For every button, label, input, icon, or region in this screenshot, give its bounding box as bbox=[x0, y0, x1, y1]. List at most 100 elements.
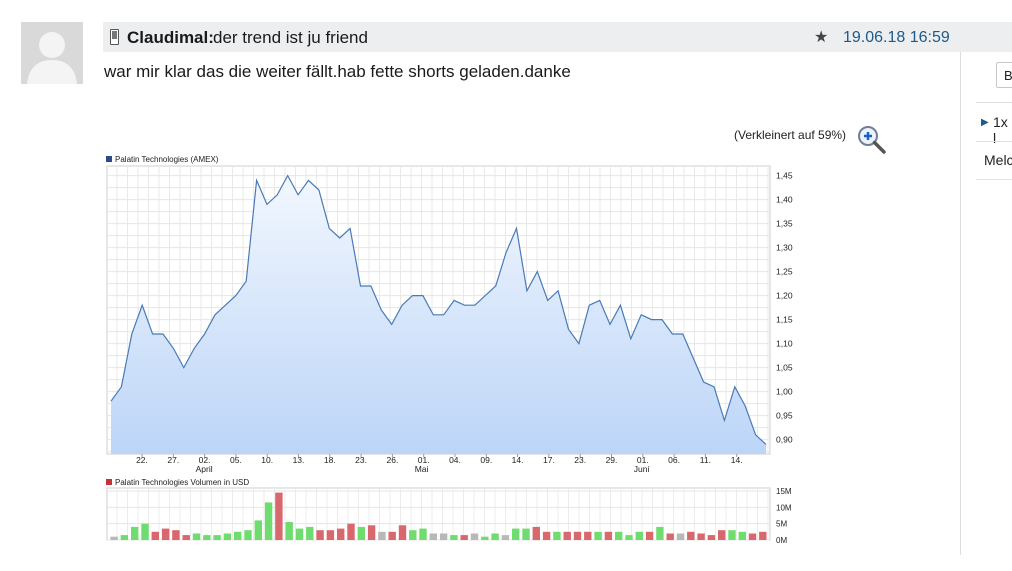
price-x-tick-label: 05. bbox=[230, 455, 242, 465]
price-x-tick-label: 22. bbox=[136, 455, 148, 465]
caret-right-icon: ▶ bbox=[981, 117, 989, 128]
price-y-tick-label: 1,30 bbox=[776, 243, 793, 253]
post-subject: der trend ist ju friend bbox=[213, 28, 368, 47]
volume-bar bbox=[656, 526, 664, 540]
volume-bar bbox=[213, 535, 221, 540]
price-x-tick-label: 02. bbox=[199, 455, 211, 465]
volume-bar bbox=[120, 535, 129, 540]
volume-bar bbox=[635, 531, 643, 540]
volume-bar bbox=[625, 535, 633, 540]
volume-bar bbox=[697, 533, 705, 540]
volume-bar bbox=[347, 523, 355, 540]
volume-bar bbox=[687, 531, 695, 540]
volume-bar bbox=[532, 526, 540, 540]
price-x-month-label: Juni bbox=[634, 464, 650, 474]
price-x-tick-label: 29. bbox=[606, 455, 618, 465]
price-x-tick-label: 23. bbox=[574, 455, 586, 465]
volume-bar bbox=[748, 533, 757, 540]
volume-bar bbox=[481, 536, 489, 540]
volume-legend-swatch bbox=[106, 479, 112, 485]
price-y-tick-label: 0,90 bbox=[776, 435, 793, 445]
volume-bar bbox=[542, 531, 551, 540]
post-header: Claudimal: der trend ist ju friend ★ 19.… bbox=[103, 22, 1012, 52]
price-x-tick-label: 01. bbox=[418, 455, 430, 465]
volume-bar bbox=[295, 528, 304, 540]
volume-bar bbox=[367, 525, 376, 540]
volume-bar bbox=[553, 531, 561, 540]
volume-bar bbox=[584, 531, 592, 540]
volume-bar bbox=[192, 533, 201, 540]
price-x-tick-label: 13. bbox=[293, 455, 305, 465]
volume-bar bbox=[264, 502, 273, 540]
volume-plot-area bbox=[106, 487, 771, 541]
volume-bar bbox=[285, 522, 293, 540]
price-x-tick-label: 10. bbox=[261, 455, 273, 465]
price-x-tick-label: 27. bbox=[167, 455, 179, 465]
price-x-tick-label: 23. bbox=[355, 455, 367, 465]
price-y-tick-label: 1,00 bbox=[776, 387, 793, 397]
post-body: war mir klar das die weiter fällt.hab fe… bbox=[104, 62, 571, 81]
sidebar-rule bbox=[976, 179, 1012, 180]
volume-legend-label: Palatin Technologies Volumen in USD bbox=[115, 478, 249, 487]
price-x-tick-label: 04. bbox=[449, 455, 461, 465]
price-line bbox=[110, 174, 767, 445]
volume-bar bbox=[501, 535, 510, 540]
volume-bar bbox=[728, 530, 736, 540]
volume-bar bbox=[234, 531, 242, 540]
scale-note: (Verkleinert auf 59%) bbox=[734, 128, 847, 142]
zoom-in-icon[interactable] bbox=[856, 124, 886, 154]
price-y-tick-label: 1,45 bbox=[776, 171, 793, 181]
star-icon[interactable]: ★ bbox=[814, 29, 829, 46]
volume-bar bbox=[645, 531, 654, 540]
volume-bar bbox=[573, 531, 582, 540]
volume-bar bbox=[203, 535, 211, 540]
avatar[interactable] bbox=[21, 22, 83, 84]
price-y-tick-label: 1,25 bbox=[776, 267, 793, 277]
volume-bar bbox=[131, 526, 139, 540]
volume-bar bbox=[326, 530, 335, 540]
price-x-tick-label: 18. bbox=[324, 455, 336, 465]
volume-y-tick-label: 0M bbox=[776, 536, 787, 545]
volume-bar bbox=[182, 535, 190, 540]
price-x-tick-label: 01. bbox=[637, 455, 649, 465]
price-x-tick-label: 14. bbox=[731, 455, 743, 465]
post-timestamp[interactable]: 19.06.18 16:59 bbox=[843, 29, 950, 46]
price-legend-label: Palatin Technologies (AMEX) bbox=[115, 155, 219, 164]
volume-bar bbox=[244, 530, 252, 540]
price-y-tick-label: 1,20 bbox=[776, 291, 793, 301]
volume-bar bbox=[223, 533, 232, 540]
volume-bar bbox=[676, 533, 685, 540]
volume-bar bbox=[429, 533, 437, 540]
author-name[interactable]: Claudimal: bbox=[127, 28, 214, 47]
price-x-tick-label: 06. bbox=[668, 455, 680, 465]
volume-y-tick-label: 5M bbox=[776, 520, 787, 529]
sidebar-item-second[interactable]: Melc bbox=[984, 152, 1012, 168]
volume-bar bbox=[563, 531, 571, 540]
volume-bar bbox=[172, 530, 180, 540]
price-legend-swatch bbox=[106, 156, 112, 162]
sidebar-rule bbox=[976, 141, 1012, 142]
volume-y-tick-label: 10M bbox=[776, 503, 792, 512]
price-x-month-label: April bbox=[196, 464, 213, 474]
price-x-tick-label: 14. bbox=[512, 455, 524, 465]
price-y-tick-label: 1,05 bbox=[776, 363, 793, 373]
volume-bar bbox=[470, 533, 479, 540]
price-x-tick-label: 09. bbox=[480, 455, 492, 465]
volume-bar bbox=[707, 535, 716, 540]
volume-bar bbox=[357, 526, 365, 540]
volume-bar bbox=[522, 528, 530, 540]
sidebar-item-first[interactable]: 1x l bbox=[993, 114, 1008, 146]
volume-bar bbox=[460, 535, 468, 540]
price-x-month-label: Mai bbox=[415, 464, 429, 474]
volume-bar bbox=[419, 528, 427, 540]
price-y-tick-label: 1,35 bbox=[776, 219, 793, 229]
price-y-tick-label: 1,40 bbox=[776, 195, 793, 205]
volume-bar bbox=[512, 528, 520, 540]
volume-bar bbox=[110, 536, 118, 540]
price-x-tick-label: 26. bbox=[386, 455, 398, 465]
price-x-tick-label: 11. bbox=[700, 455, 711, 465]
sidebar-button[interactable]: B bbox=[996, 62, 1012, 88]
volume-bar bbox=[450, 535, 458, 540]
volume-bar bbox=[604, 531, 613, 540]
